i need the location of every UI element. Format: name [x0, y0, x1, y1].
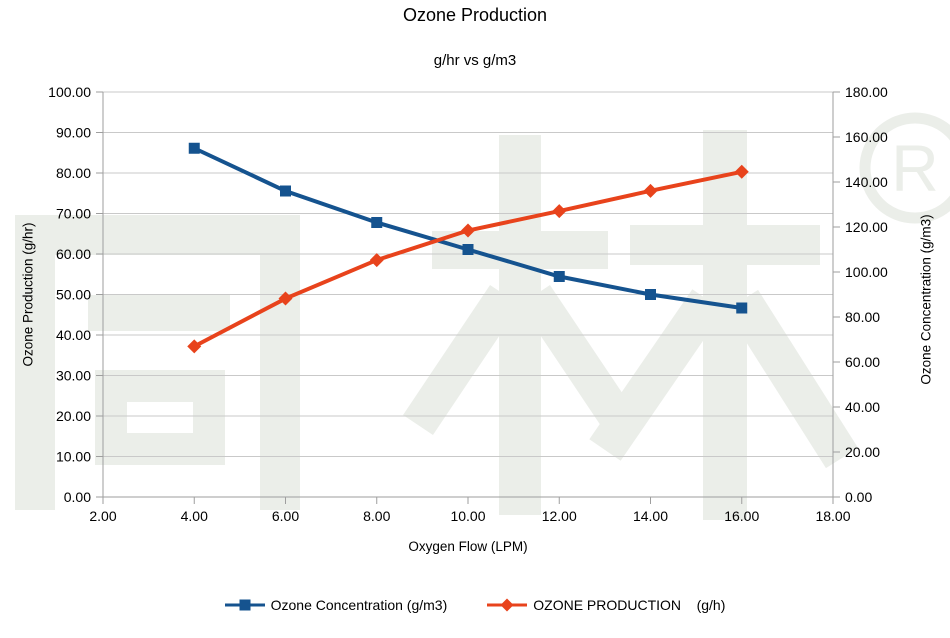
right-axis-tick-label: 60.00: [845, 354, 880, 370]
left-axis-tick-label: 90.00: [56, 125, 91, 141]
data-point-diamond: [734, 164, 749, 179]
right-axis-tick-label: 180.00: [845, 84, 888, 100]
watermark-character-lin: [403, 130, 859, 520]
data-point-square: [553, 271, 565, 282]
x-axis-tick-label: 8.00: [363, 508, 390, 524]
right-axis-tick-label: 80.00: [845, 309, 880, 325]
legend-label-concentration: Ozone Concentration (g/m3): [270, 597, 448, 613]
x-axis-tick-label: 18.00: [815, 508, 850, 524]
x-axis-tick-label: 16.00: [724, 508, 759, 524]
data-point-square: [645, 289, 656, 300]
x-axis-tick-label: 12.00: [542, 508, 577, 524]
data-point-diamond: [187, 339, 202, 354]
left-axis-tick-label: 100.00: [48, 84, 91, 100]
left-axis-tick-label: 60.00: [56, 246, 91, 262]
right-axis-tick-label: 0.00: [845, 489, 872, 505]
chart-title: Ozone Production: [402, 5, 548, 25]
data-point-square: [736, 302, 748, 314]
x-axis-tick-label: 10.00: [450, 508, 485, 524]
data-point-diamond: [643, 183, 658, 198]
x-axis-title: Oxygen Flow (LPM): [408, 539, 528, 554]
left-axis-tick-label: 0.00: [64, 489, 91, 505]
series-line-left: [193, 169, 743, 349]
watermark-registered-letter: R: [891, 131, 939, 205]
legend: Ozone Concentration (g/m3) OZONE PRODUCT…: [0, 597, 950, 613]
data-point-diamond: [461, 223, 475, 238]
x-axis-tick-label: 6.00: [272, 508, 299, 524]
right-axis-tick-label: 20.00: [845, 444, 880, 460]
watermark-character-tong: [15, 215, 300, 510]
left-axis-tick-label: 10.00: [56, 449, 91, 465]
legend-item-production: OZONE PRODUCTION (g/h): [487, 597, 725, 613]
data-point-square: [371, 217, 383, 228]
legend-item-concentration: Ozone Concentration (g/m3): [224, 597, 448, 613]
left-axis-title: Ozone Production (g/hr): [20, 222, 36, 367]
x-axis-tick-label: 4.00: [181, 508, 208, 524]
right-axis-tick-label: 100.00: [845, 264, 888, 280]
left-axis-tick-label: 20.00: [56, 408, 91, 424]
right-axis-tick-label: 140.00: [845, 174, 888, 190]
legend-marker-square-icon: [224, 599, 265, 611]
data-point-diamond: [369, 253, 384, 268]
data-point-diamond: [278, 291, 293, 306]
right-axis-tick-label: 160.00: [845, 129, 888, 145]
left-axis-tick-label: 80.00: [56, 165, 91, 181]
left-axis-tick-label: 40.00: [56, 327, 91, 343]
x-axis-tick-label: 14.00: [633, 508, 668, 524]
left-axis-tick-label: 70.00: [56, 206, 91, 222]
right-axis-tick-label: 40.00: [845, 399, 880, 415]
data-point-square: [462, 244, 474, 255]
legend-label-production: OZONE PRODUCTION (g/h): [533, 597, 726, 613]
data-point-square: [188, 142, 200, 154]
left-axis-tick-label: 50.00: [56, 287, 91, 303]
right-axis-title: Ozone Concentration (g/m3): [918, 214, 934, 385]
left-axis-tick-label: 30.00: [56, 368, 91, 384]
right-axis-tick-label: 120.00: [845, 219, 888, 235]
data-point-diamond: [552, 204, 567, 219]
legend-marker-diamond-icon: [487, 598, 528, 612]
chart-subtitle: g/hr vs g/m3: [433, 52, 517, 69]
x-axis-tick-label: 2.00: [89, 508, 116, 524]
watermark-registered-icon: R: [859, 112, 950, 224]
data-point-square: [280, 185, 291, 197]
